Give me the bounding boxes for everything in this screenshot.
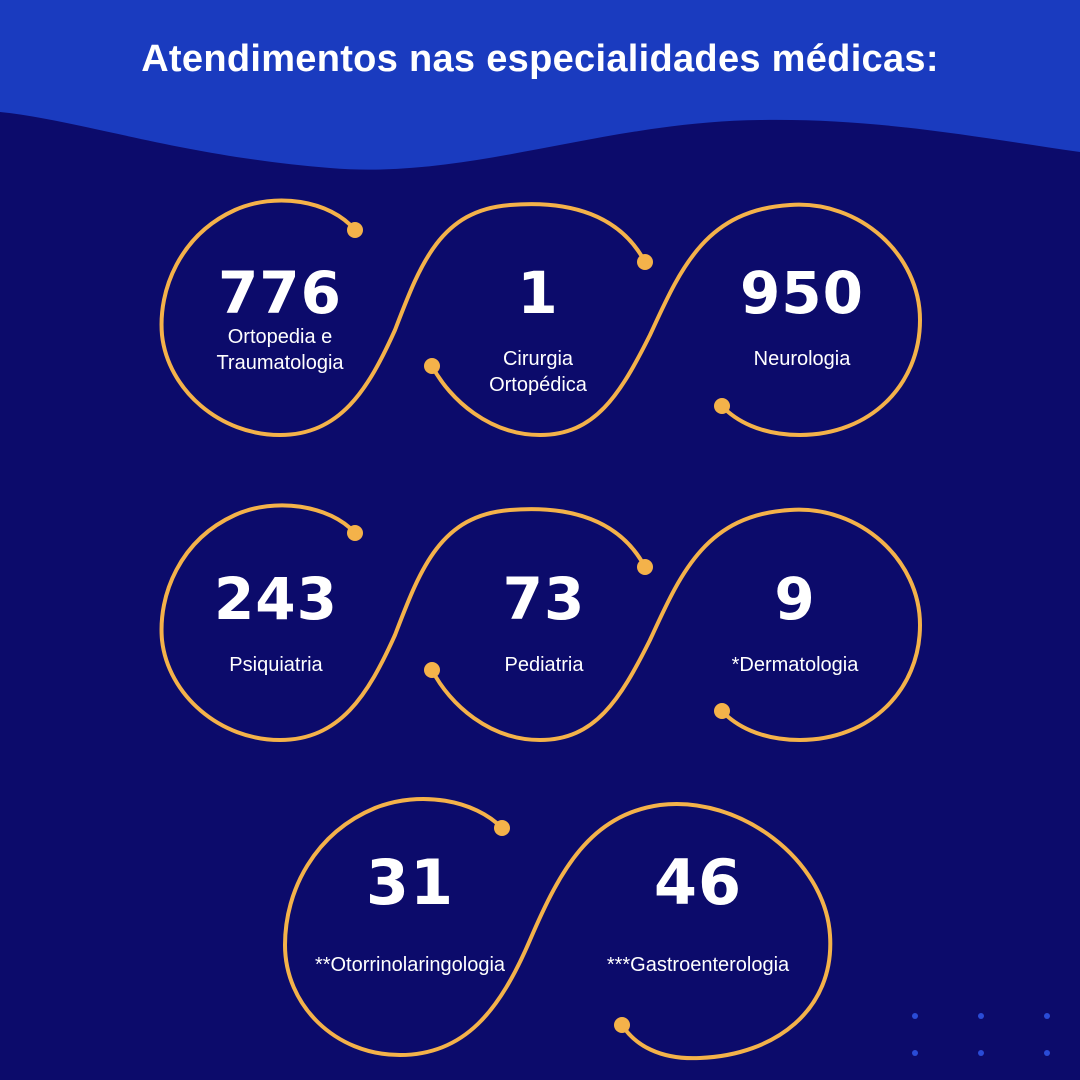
stat-value: 46: [653, 846, 743, 919]
stat-pediatria: 73 Pediatria: [414, 568, 674, 678]
curve-row-2b: [430, 507, 923, 743]
stat-value: 776: [217, 259, 343, 327]
curve-end-dot: [714, 703, 730, 719]
curve-row-1: [159, 198, 647, 438]
stat-label: ***Gastroenterologia: [606, 954, 790, 976]
stat-psiquiatria: 243 Psiquiatria: [146, 568, 406, 678]
stat-ortopedia: 776 Ortopedia e Traumatologia: [150, 262, 410, 376]
curve-row-2: [159, 503, 647, 743]
stat-label: Pediatria: [504, 654, 584, 676]
stat-value: 73: [502, 565, 586, 633]
stat-cirurgia-ortopedica: 1 Cirurgia Ortopédica: [408, 262, 668, 398]
stat-dermatologia: 9 *Dermatologia: [665, 568, 925, 678]
curve-end-dot: [614, 1017, 630, 1033]
curve-end-dot: [424, 358, 440, 374]
curve-end-dot: [494, 820, 510, 836]
page-title: Atendimentos nas especialidades médicas:: [141, 38, 939, 80]
curve-end-dot: [424, 662, 440, 678]
stat-label: Ortopedia e Traumatologia: [216, 326, 344, 374]
curve-end-dot: [637, 559, 653, 575]
stat-value: 950: [739, 259, 865, 327]
header-wave: [0, 0, 1080, 170]
stat-neurologia: 950 Neurologia: [672, 262, 932, 372]
curve-row-1b: [430, 202, 923, 438]
stat-gastroenterologia: 46 ***Gastroenterologia: [568, 852, 828, 978]
stat-value: 31: [365, 846, 455, 919]
stat-value: 9: [774, 565, 816, 633]
stat-value: 243: [213, 565, 339, 633]
stat-label: **Otorrinolaringologia: [314, 954, 506, 976]
curve-end-dot: [347, 222, 363, 238]
stat-label: Neurologia: [753, 348, 851, 370]
stat-label: Cirurgia Ortopédica: [489, 348, 587, 396]
curve-row-3: [282, 796, 833, 1061]
stat-otorrinolaringologia: 31 **Otorrinolaringologia: [280, 852, 540, 978]
curve-end-dot: [347, 525, 363, 541]
stat-label: *Dermatologia: [731, 654, 859, 676]
curve-end-dot: [714, 398, 730, 414]
decorative-dot-grid: [912, 1013, 1050, 1056]
stat-label: Psiquiatria: [229, 654, 323, 676]
stat-value: 1: [517, 259, 559, 327]
curve-end-dot: [637, 254, 653, 270]
